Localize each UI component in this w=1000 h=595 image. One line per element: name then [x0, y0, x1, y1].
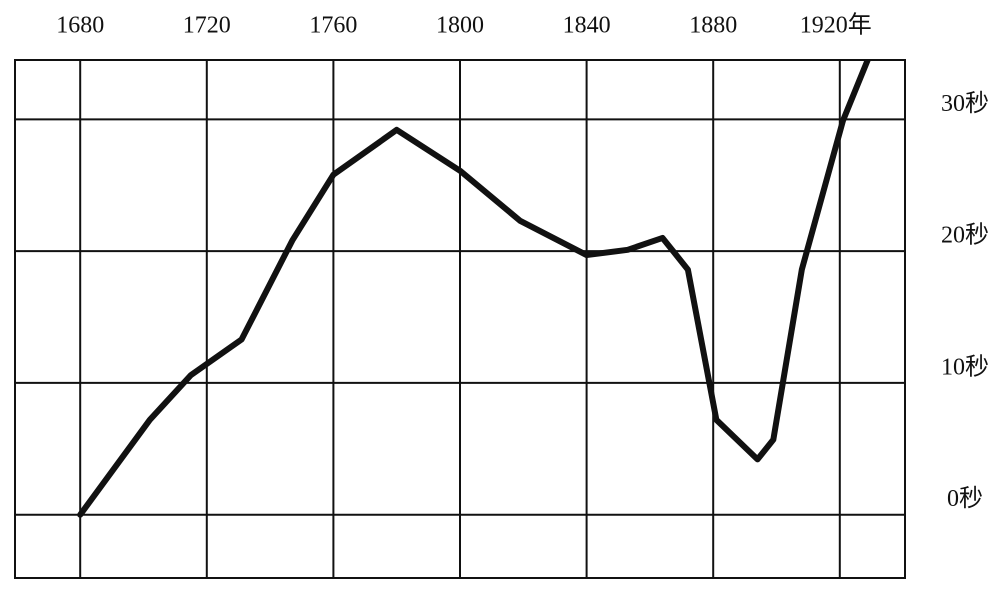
y-tick-label: 30秒 [941, 90, 989, 117]
x-tick-label: 1840 [563, 13, 611, 39]
x-tick-label: 1920年 [800, 12, 872, 39]
line-series [77, 60, 871, 518]
x-tick-label: 1880 [689, 13, 737, 39]
x-tick-label: 1720 [183, 13, 231, 39]
x-tick-label: 1680 [56, 13, 104, 39]
x-tick-label: 1800 [436, 13, 484, 39]
y-tick-label: 10秒 [941, 353, 989, 380]
y-tick-label: 0秒 [947, 485, 983, 512]
x-tick-label: 1760 [309, 13, 357, 39]
y-tick-label: 20秒 [941, 222, 989, 249]
